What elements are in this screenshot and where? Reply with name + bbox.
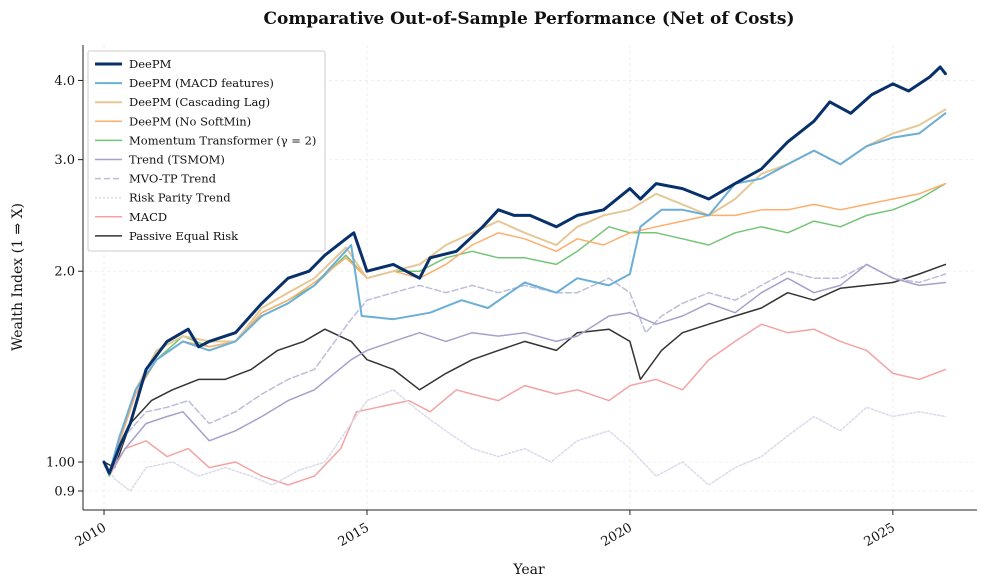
y-tick-label: 3.0 [54, 153, 75, 168]
legend-label-7: Risk Parity Trend [129, 191, 231, 205]
legend-box [87, 50, 326, 252]
legend-label-1: DeePM (MACD features) [129, 76, 274, 90]
legend: DeePM DeePM (MACD features) DeePM (Cascadi… [87, 50, 326, 252]
y-tick-label: 4.0 [54, 74, 75, 89]
x-tick-label: 2015 [336, 520, 372, 550]
series-line-6 [103, 263, 947, 477]
chart-title: Comparative Out-of-Sample Performance (N… [264, 9, 795, 29]
series-line-8 [103, 323, 947, 486]
y-tick-label: 2.0 [54, 265, 75, 280]
series-layer [102, 65, 947, 492]
y-tick-label: 1.00 [46, 456, 75, 471]
x-tick-label: 2010 [73, 520, 109, 550]
legend-label-2: DeePM (Cascading Lag) [129, 95, 270, 109]
grid-lines [83, 45, 977, 510]
y-tick-label: 0.9 [54, 485, 75, 500]
legend-label-0: DeePM [129, 57, 172, 71]
series-line-0 [102, 65, 947, 475]
legend-label-4: Momentum Transformer (γ = 2) [129, 133, 316, 147]
axes [82, 45, 977, 511]
legend-label-8: MACD [129, 210, 167, 224]
legend-label-9: Passive Equal Risk [129, 229, 239, 243]
x-tick-label: 2020 [599, 520, 635, 550]
y-ticks: 0.9 1.00 2.0 3.0 4.0 [46, 74, 83, 500]
series-line-4 [103, 182, 947, 477]
legend-label-5: Trend (TSMOM) [129, 153, 225, 167]
x-axis-label: Year [512, 562, 545, 578]
x-tick-label: 2025 [862, 520, 898, 550]
series-line-9 [103, 263, 947, 469]
y-axis-label: Wealth Index (1 ⇒ X) [10, 203, 26, 351]
series-line-7 [103, 389, 947, 492]
legend-label-6: MVO-TP Trend [129, 172, 217, 186]
x-ticks: 2010 2015 2020 2025 [73, 510, 898, 550]
legend-label-3: DeePM (No SoftMin) [129, 114, 251, 128]
series-line-5 [103, 263, 947, 474]
